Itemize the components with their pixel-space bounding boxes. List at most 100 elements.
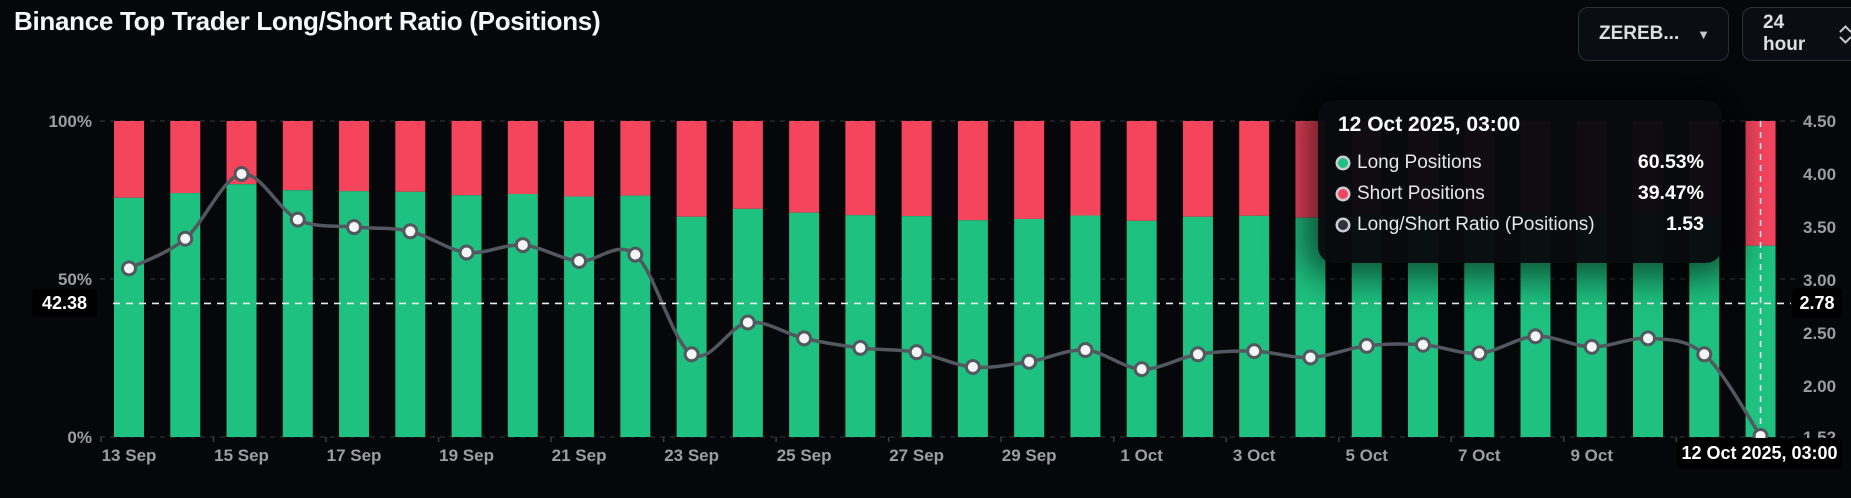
ratio-dot[interactable]	[1696, 346, 1713, 363]
bar-long-segment[interactable]	[451, 195, 482, 437]
bar-long-segment[interactable]	[1014, 218, 1045, 437]
bar-short-segment[interactable]	[451, 121, 482, 196]
tooltip-title: 12 Oct 2025, 03:00	[1338, 113, 1521, 136]
tooltip-short-value: 39.47%	[1637, 182, 1704, 204]
tooltip-row-ratio: Long/Short Ratio (Positions) 1.53	[1338, 213, 1704, 236]
x-axis-tick: 17 Sep	[326, 446, 382, 465]
ratio-dot[interactable]	[627, 246, 644, 263]
ratio-dot[interactable]	[289, 211, 306, 228]
right-axis-tick: 2.00	[1803, 377, 1837, 397]
current-value-right: 2.78	[1799, 292, 1835, 313]
bar-long-segment[interactable]	[676, 216, 707, 437]
bar-long-segment[interactable]	[1126, 220, 1157, 437]
x-axis-tick: 27 Sep	[889, 446, 945, 465]
bar-short-segment[interactable]	[620, 121, 651, 196]
ratio-dot[interactable]	[796, 330, 813, 347]
bar-long-segment[interactable]	[1070, 215, 1101, 437]
bar-short-segment[interactable]	[170, 121, 201, 194]
bar-short-segment[interactable]	[1239, 121, 1270, 216]
x-axis-tick: 29 Sep	[1001, 446, 1057, 465]
bar-long-segment[interactable]	[1182, 216, 1213, 437]
right-axis-tick: 4.50	[1803, 112, 1837, 131]
ratio-dot[interactable]	[1246, 343, 1263, 360]
bar-short-segment[interactable]	[1182, 121, 1213, 217]
ratio-dot[interactable]	[852, 339, 869, 356]
short-marker-icon	[1338, 188, 1348, 199]
bar-long-segment[interactable]	[957, 220, 988, 437]
bar-long-segment[interactable]	[226, 184, 257, 437]
bar-short-segment[interactable]	[395, 121, 426, 192]
ratio-dot[interactable]	[514, 237, 531, 254]
ratio-dot[interactable]	[1640, 330, 1657, 347]
ratio-dot[interactable]	[964, 359, 981, 376]
bar-short-segment[interactable]	[901, 121, 932, 217]
ratio-dot[interactable]	[177, 230, 194, 247]
x-axis-tick: 3 Oct	[1232, 446, 1276, 465]
ratio-dot[interactable]	[908, 344, 925, 361]
ratio-dot[interactable]	[233, 166, 250, 183]
ratio-dot[interactable]	[1471, 345, 1488, 362]
page-title: Binance Top Trader Long/Short Ratio (Pos…	[14, 6, 601, 36]
crosshair-date-label: 12 Oct 2025, 03:00	[1681, 443, 1838, 463]
ratio-dot[interactable]	[683, 346, 700, 363]
bar-long-segment[interactable]	[282, 190, 313, 437]
ratio-dot[interactable]	[346, 219, 363, 236]
current-value-left-badge: 42.38	[32, 289, 97, 318]
x-axis-tick: 5 Oct	[1345, 446, 1388, 465]
bar-long-segment[interactable]	[845, 215, 876, 437]
bar-short-segment[interactable]	[676, 121, 707, 217]
bar-long-segment[interactable]	[620, 195, 651, 437]
ratio-dot[interactable]	[121, 260, 137, 277]
current-value-left: 42.38	[41, 292, 88, 313]
right-axis-tick: 4.00	[1803, 165, 1837, 185]
ratio-dot[interactable]	[1302, 349, 1319, 366]
x-axis-tick: 21 Sep	[551, 446, 607, 465]
bar-short-segment[interactable]	[564, 121, 595, 197]
ratio-dot[interactable]	[1189, 346, 1206, 363]
x-axis-tick: 9 Oct	[1570, 446, 1614, 465]
ratio-dot[interactable]	[1021, 353, 1038, 370]
right-axis-tick: 3.50	[1803, 218, 1837, 238]
interval-select-label: 24 hour	[1763, 12, 1806, 55]
bar-long-segment[interactable]	[507, 193, 538, 437]
bar-long-segment[interactable]	[789, 212, 820, 437]
bar-short-segment[interactable]	[1070, 121, 1101, 216]
bar-short-segment[interactable]	[732, 121, 763, 209]
bar-long-segment[interactable]	[901, 216, 932, 437]
bar-short-segment[interactable]	[845, 121, 876, 216]
bar-short-segment[interactable]	[957, 121, 988, 221]
interval-select[interactable]: 24 hour	[1742, 7, 1851, 61]
x-axis-tick: 25 Sep	[776, 446, 832, 465]
ratio-dot[interactable]	[1414, 336, 1431, 353]
bar-long-segment[interactable]	[1239, 215, 1270, 437]
tooltip-long-value: 60.53%	[1637, 151, 1704, 173]
bar-short-segment[interactable]	[1745, 121, 1776, 246]
symbol-select[interactable]: ZEREB... ▼	[1578, 7, 1729, 61]
bar-short-segment[interactable]	[507, 121, 538, 194]
long-marker-icon	[1338, 157, 1348, 168]
bar-short-segment[interactable]	[1126, 121, 1157, 221]
ratio-dot[interactable]	[1133, 361, 1150, 378]
x-axis-tick: 1 Oct	[1120, 446, 1163, 465]
symbol-select-label: ZEREB...	[1599, 23, 1680, 44]
bar-long-segment[interactable]	[564, 196, 595, 437]
right-axis-tick: 2.50	[1803, 324, 1837, 344]
ratio-dot[interactable]	[1358, 337, 1375, 354]
tooltip-row-long: Long Positions 60.53%	[1338, 151, 1704, 174]
ratio-dot[interactable]	[458, 244, 475, 261]
bar-short-segment[interactable]	[282, 121, 313, 191]
ratio-dot[interactable]	[1077, 342, 1094, 359]
ratio-dot[interactable]	[739, 314, 756, 331]
ratio-dot[interactable]	[1583, 338, 1600, 355]
bar-short-segment[interactable]	[114, 121, 144, 198]
x-axis-tick: 23 Sep	[664, 446, 719, 465]
ratio-dot[interactable]	[571, 252, 588, 269]
bar-short-segment[interactable]	[339, 121, 370, 192]
ratio-dot[interactable]	[402, 223, 419, 240]
bar-long-segment[interactable]	[114, 197, 144, 437]
bar-short-segment[interactable]	[789, 121, 820, 213]
tooltip-long-label: Long Positions	[1357, 151, 1482, 173]
bar-short-segment[interactable]	[1014, 121, 1045, 219]
ratio-dot[interactable]	[1527, 328, 1544, 345]
